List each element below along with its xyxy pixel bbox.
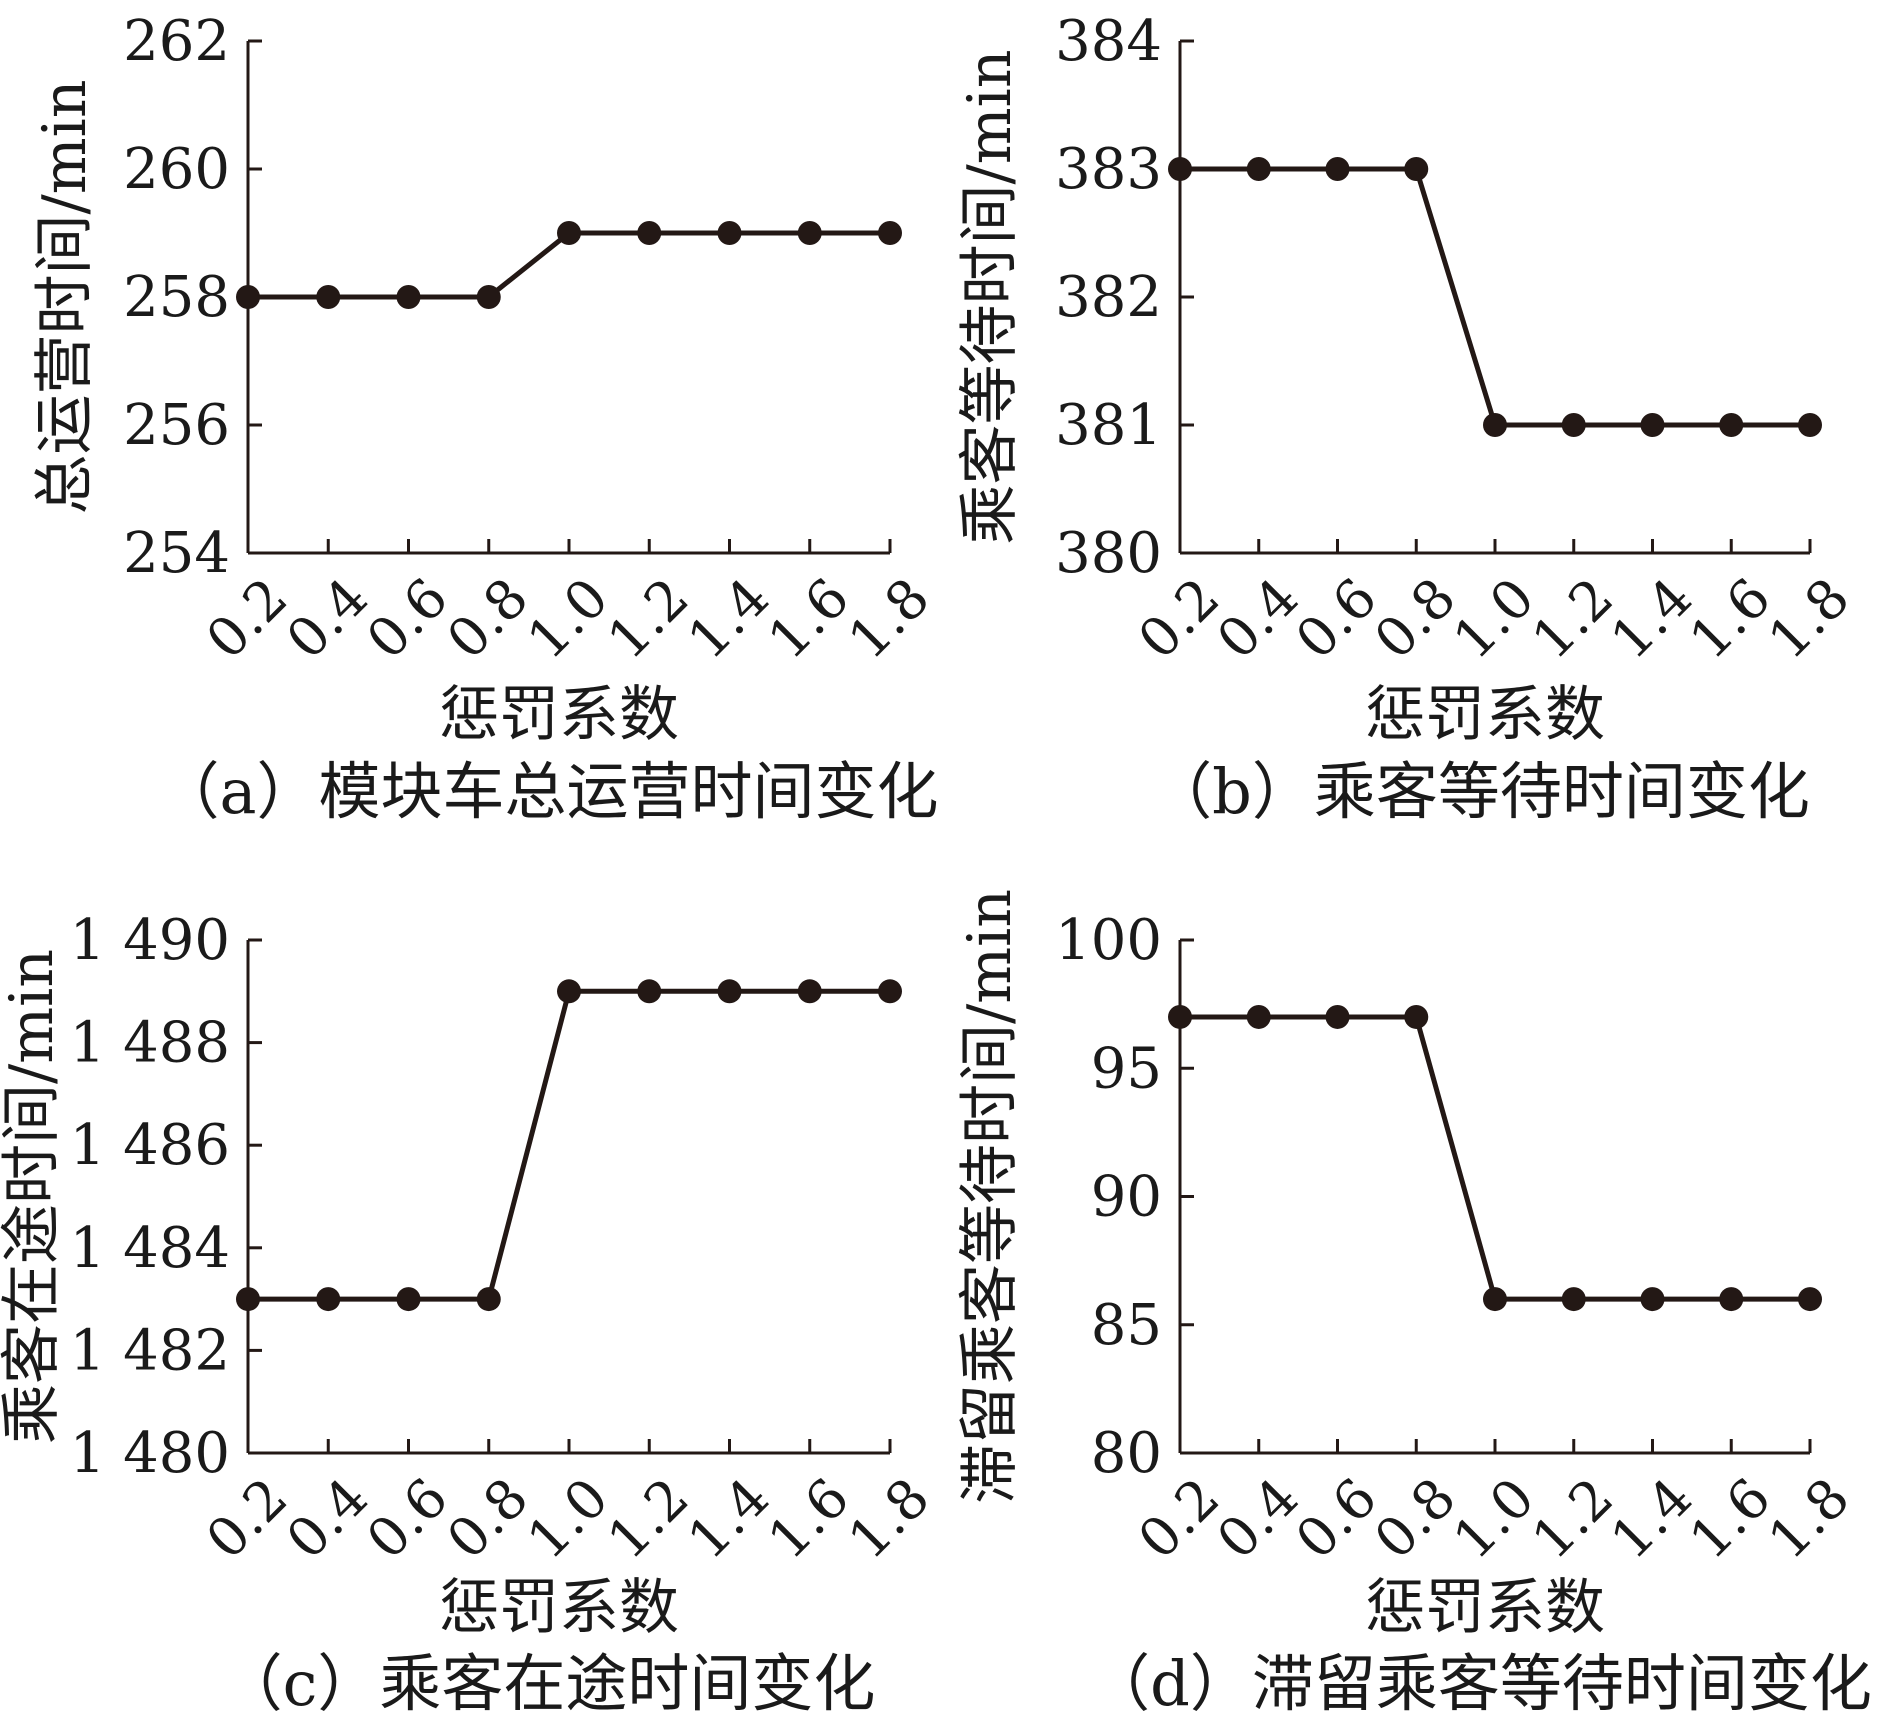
data-point: [476, 285, 501, 309]
panel-d: 808590951000.20.40.60.81.01.21.41.61.8惩罚…: [955, 889, 1872, 1720]
y-tick-label: 256: [123, 393, 230, 458]
x-axis-title: 惩罚系数: [439, 1573, 679, 1643]
data-point: [797, 221, 822, 245]
data-point: [878, 979, 902, 1004]
x-tick-label: 1.8: [836, 1466, 941, 1571]
data-point: [1483, 413, 1507, 437]
data-point: [236, 285, 260, 309]
y-tick-label: 1 488: [70, 1011, 230, 1076]
data-point: [878, 221, 902, 245]
data-point: [1798, 1287, 1822, 1312]
x-axis-title: 惩罚系数: [1365, 680, 1605, 750]
panel-b: 3803813823833840.20.40.60.81.01.21.41.61…: [955, 9, 1861, 828]
data-point: [717, 221, 742, 245]
x-tick-label: 1.8: [836, 566, 941, 671]
data-point: [1640, 1287, 1665, 1312]
y-axis-title: 滞留乘客等待时间/min: [955, 889, 1025, 1504]
data-point: [236, 1287, 260, 1312]
y-tick-label: 262: [123, 9, 230, 74]
panel-caption: （b）乘客等待时间变化: [1150, 755, 1810, 828]
data-point: [1246, 1004, 1271, 1029]
data-point: [396, 285, 421, 309]
y-tick-label: 382: [1055, 265, 1162, 330]
x-tick-label: 1.8: [1756, 566, 1861, 671]
data-point: [1325, 1004, 1350, 1029]
panel-caption: （a）模块车总运营时间变化: [158, 755, 939, 828]
data-point: [1483, 1287, 1507, 1312]
data-point: [1561, 413, 1586, 437]
y-tick-label: 100: [1055, 908, 1162, 973]
data-point: [1798, 413, 1822, 437]
data-point: [396, 1287, 421, 1312]
data-point: [557, 221, 581, 245]
y-tick-label: 384: [1055, 9, 1162, 74]
data-point: [1325, 157, 1350, 181]
y-tick-label: 85: [1091, 1293, 1162, 1358]
data-point: [1404, 157, 1429, 181]
data-point: [1246, 157, 1271, 181]
y-tick-label: 258: [123, 265, 230, 330]
panel-caption: （c）乘客在途时间变化: [221, 1647, 876, 1720]
data-point: [797, 979, 822, 1004]
y-tick-label: 1 490: [70, 908, 230, 973]
data-point: [557, 979, 581, 1004]
y-axis-title: 乘客等待时间/min: [955, 50, 1025, 545]
y-tick-label: 90: [1091, 1165, 1162, 1230]
x-axis-title: 惩罚系数: [439, 680, 679, 750]
data-point: [476, 1287, 501, 1312]
data-point: [717, 979, 742, 1004]
data-point: [1640, 413, 1665, 437]
y-tick-label: 380: [1055, 521, 1162, 586]
x-tick-label: 1.8: [1756, 1466, 1861, 1571]
data-point: [1719, 1287, 1744, 1312]
data-point: [1168, 1004, 1192, 1029]
data-point: [1719, 413, 1744, 437]
y-tick-label: 254: [123, 521, 230, 586]
y-tick-label: 381: [1055, 393, 1162, 458]
y-tick-label: 95: [1091, 1036, 1162, 1101]
data-point: [1404, 1004, 1429, 1029]
data-point: [637, 221, 662, 245]
data-point: [1168, 157, 1192, 181]
data-point: [637, 979, 662, 1004]
y-axis-title: 乘客在途时间/min: [0, 949, 67, 1444]
y-tick-label: 1 480: [70, 1421, 230, 1486]
y-tick-label: 1 482: [70, 1318, 230, 1383]
data-point: [1561, 1287, 1586, 1312]
panel-a: 2542562582602620.20.40.60.81.01.21.41.61…: [30, 9, 941, 828]
data-point: [316, 1287, 341, 1312]
y-tick-label: 1 486: [70, 1113, 230, 1178]
y-tick-label: 383: [1055, 137, 1162, 202]
y-tick-label: 80: [1091, 1421, 1162, 1486]
x-axis-title: 惩罚系数: [1365, 1573, 1605, 1643]
data-point: [316, 285, 341, 309]
y-axis-title: 总运营时间/min: [30, 80, 100, 515]
series-line: [1180, 1014, 1810, 1302]
panel-caption: （d）滞留乘客等待时间变化: [1088, 1647, 1872, 1720]
y-tick-label: 1 484: [70, 1216, 230, 1281]
y-tick-label: 260: [123, 137, 230, 202]
series-line: [1180, 166, 1810, 428]
series-line: [248, 988, 890, 1302]
